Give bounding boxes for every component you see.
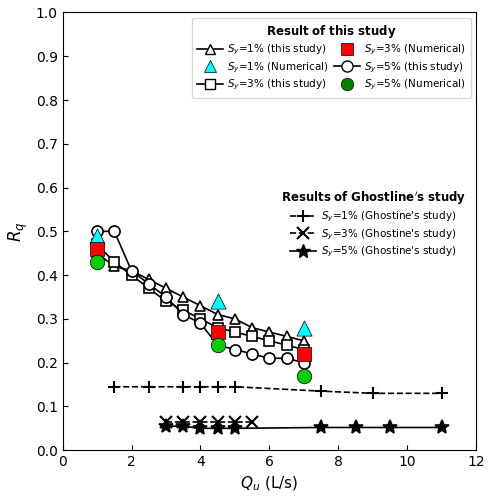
Point: [93, 232, 101, 239]
Point: [93, 245, 101, 253]
Point: [300, 372, 308, 380]
Legend: $S_y$=1% (Ghostine's study), $S_y$=3% (Ghostine's study), $S_y$=5% (Ghostine's s: $S_y$=1% (Ghostine's study), $S_y$=3% (G…: [276, 184, 471, 264]
Point: [214, 328, 221, 336]
Point: [93, 258, 101, 266]
Point: [300, 324, 308, 332]
Y-axis label: $R_q$: $R_q$: [7, 221, 30, 242]
Point: [300, 350, 308, 358]
Point: [214, 298, 221, 306]
X-axis label: $Q_u$ (L/s): $Q_u$ (L/s): [240, 474, 299, 493]
Point: [214, 341, 221, 349]
